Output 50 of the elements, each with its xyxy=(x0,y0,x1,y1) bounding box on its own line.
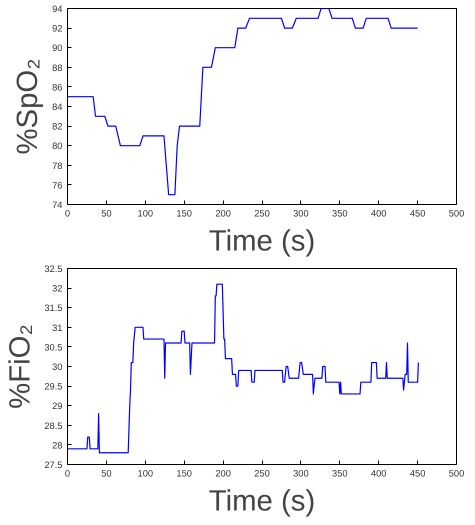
y-tick-label: 27.5 xyxy=(44,460,62,470)
x-tick-label: 150 xyxy=(176,468,192,478)
y-tick-label: 86 xyxy=(52,82,63,92)
x-axis-title: Time (s) xyxy=(208,484,316,518)
y-tick-label: 30.5 xyxy=(44,342,62,352)
line-series xyxy=(68,8,418,196)
y-tick-label: 90 xyxy=(52,43,63,54)
x-tick-label: 350 xyxy=(332,468,348,478)
y-tick-label: 31.5 xyxy=(44,303,62,314)
x-tick-label: 450 xyxy=(410,208,426,218)
y-axis-title: %FiO₂ xyxy=(3,324,36,409)
x-tick-label: 100 xyxy=(138,468,154,478)
y-axis-title: %SpO₂ xyxy=(11,58,44,155)
y-tick-label: 84 xyxy=(52,102,63,112)
x-tick-label: 450 xyxy=(410,468,426,478)
x-tick-label: 0 xyxy=(64,468,70,478)
x-tick-label: 300 xyxy=(293,468,309,478)
y-tick-label: 74 xyxy=(52,200,63,210)
x-tick-label: 300 xyxy=(293,208,309,218)
y-tick-label: 29 xyxy=(52,401,63,412)
y-tick-label: 28.5 xyxy=(44,420,62,431)
x-tick-label: 50 xyxy=(101,468,112,478)
y-tick-label: 32.5 xyxy=(44,264,62,274)
x-tick-label: 400 xyxy=(370,208,386,218)
y-tick-label: 82 xyxy=(52,122,63,132)
y-tick-label: 94 xyxy=(52,4,63,14)
y-tick-label: 30 xyxy=(52,362,63,372)
x-axis-title: Time (s) xyxy=(208,224,316,258)
y-tick-label: 31 xyxy=(52,322,63,333)
y-tick-label: 28 xyxy=(52,440,63,450)
y-tick-label: 32 xyxy=(52,284,63,294)
line-series xyxy=(68,284,419,454)
x-tick-label: 200 xyxy=(215,468,231,478)
y-tick-label: 78 xyxy=(52,160,63,171)
x-tick-label: 350 xyxy=(332,208,348,218)
y-tick-label: 92 xyxy=(52,24,63,34)
x-tick-label: 50 xyxy=(101,208,112,218)
x-tick-label: 250 xyxy=(254,468,270,478)
y-tick-label: 88 xyxy=(52,62,63,73)
x-tick-label: 250 xyxy=(254,208,270,218)
x-tick-label: 200 xyxy=(215,208,231,218)
x-tick-label: 500 xyxy=(448,208,464,218)
x-tick-label: 400 xyxy=(370,468,386,478)
y-tick-label: 76 xyxy=(52,180,63,190)
x-tick-label: 500 xyxy=(448,468,464,478)
x-tick-label: 100 xyxy=(138,208,154,218)
x-tick-label: 0 xyxy=(64,208,70,218)
x-tick-label: 150 xyxy=(176,208,192,218)
y-tick-label: 80 xyxy=(52,141,63,152)
y-tick-label: 29.5 xyxy=(44,382,62,392)
